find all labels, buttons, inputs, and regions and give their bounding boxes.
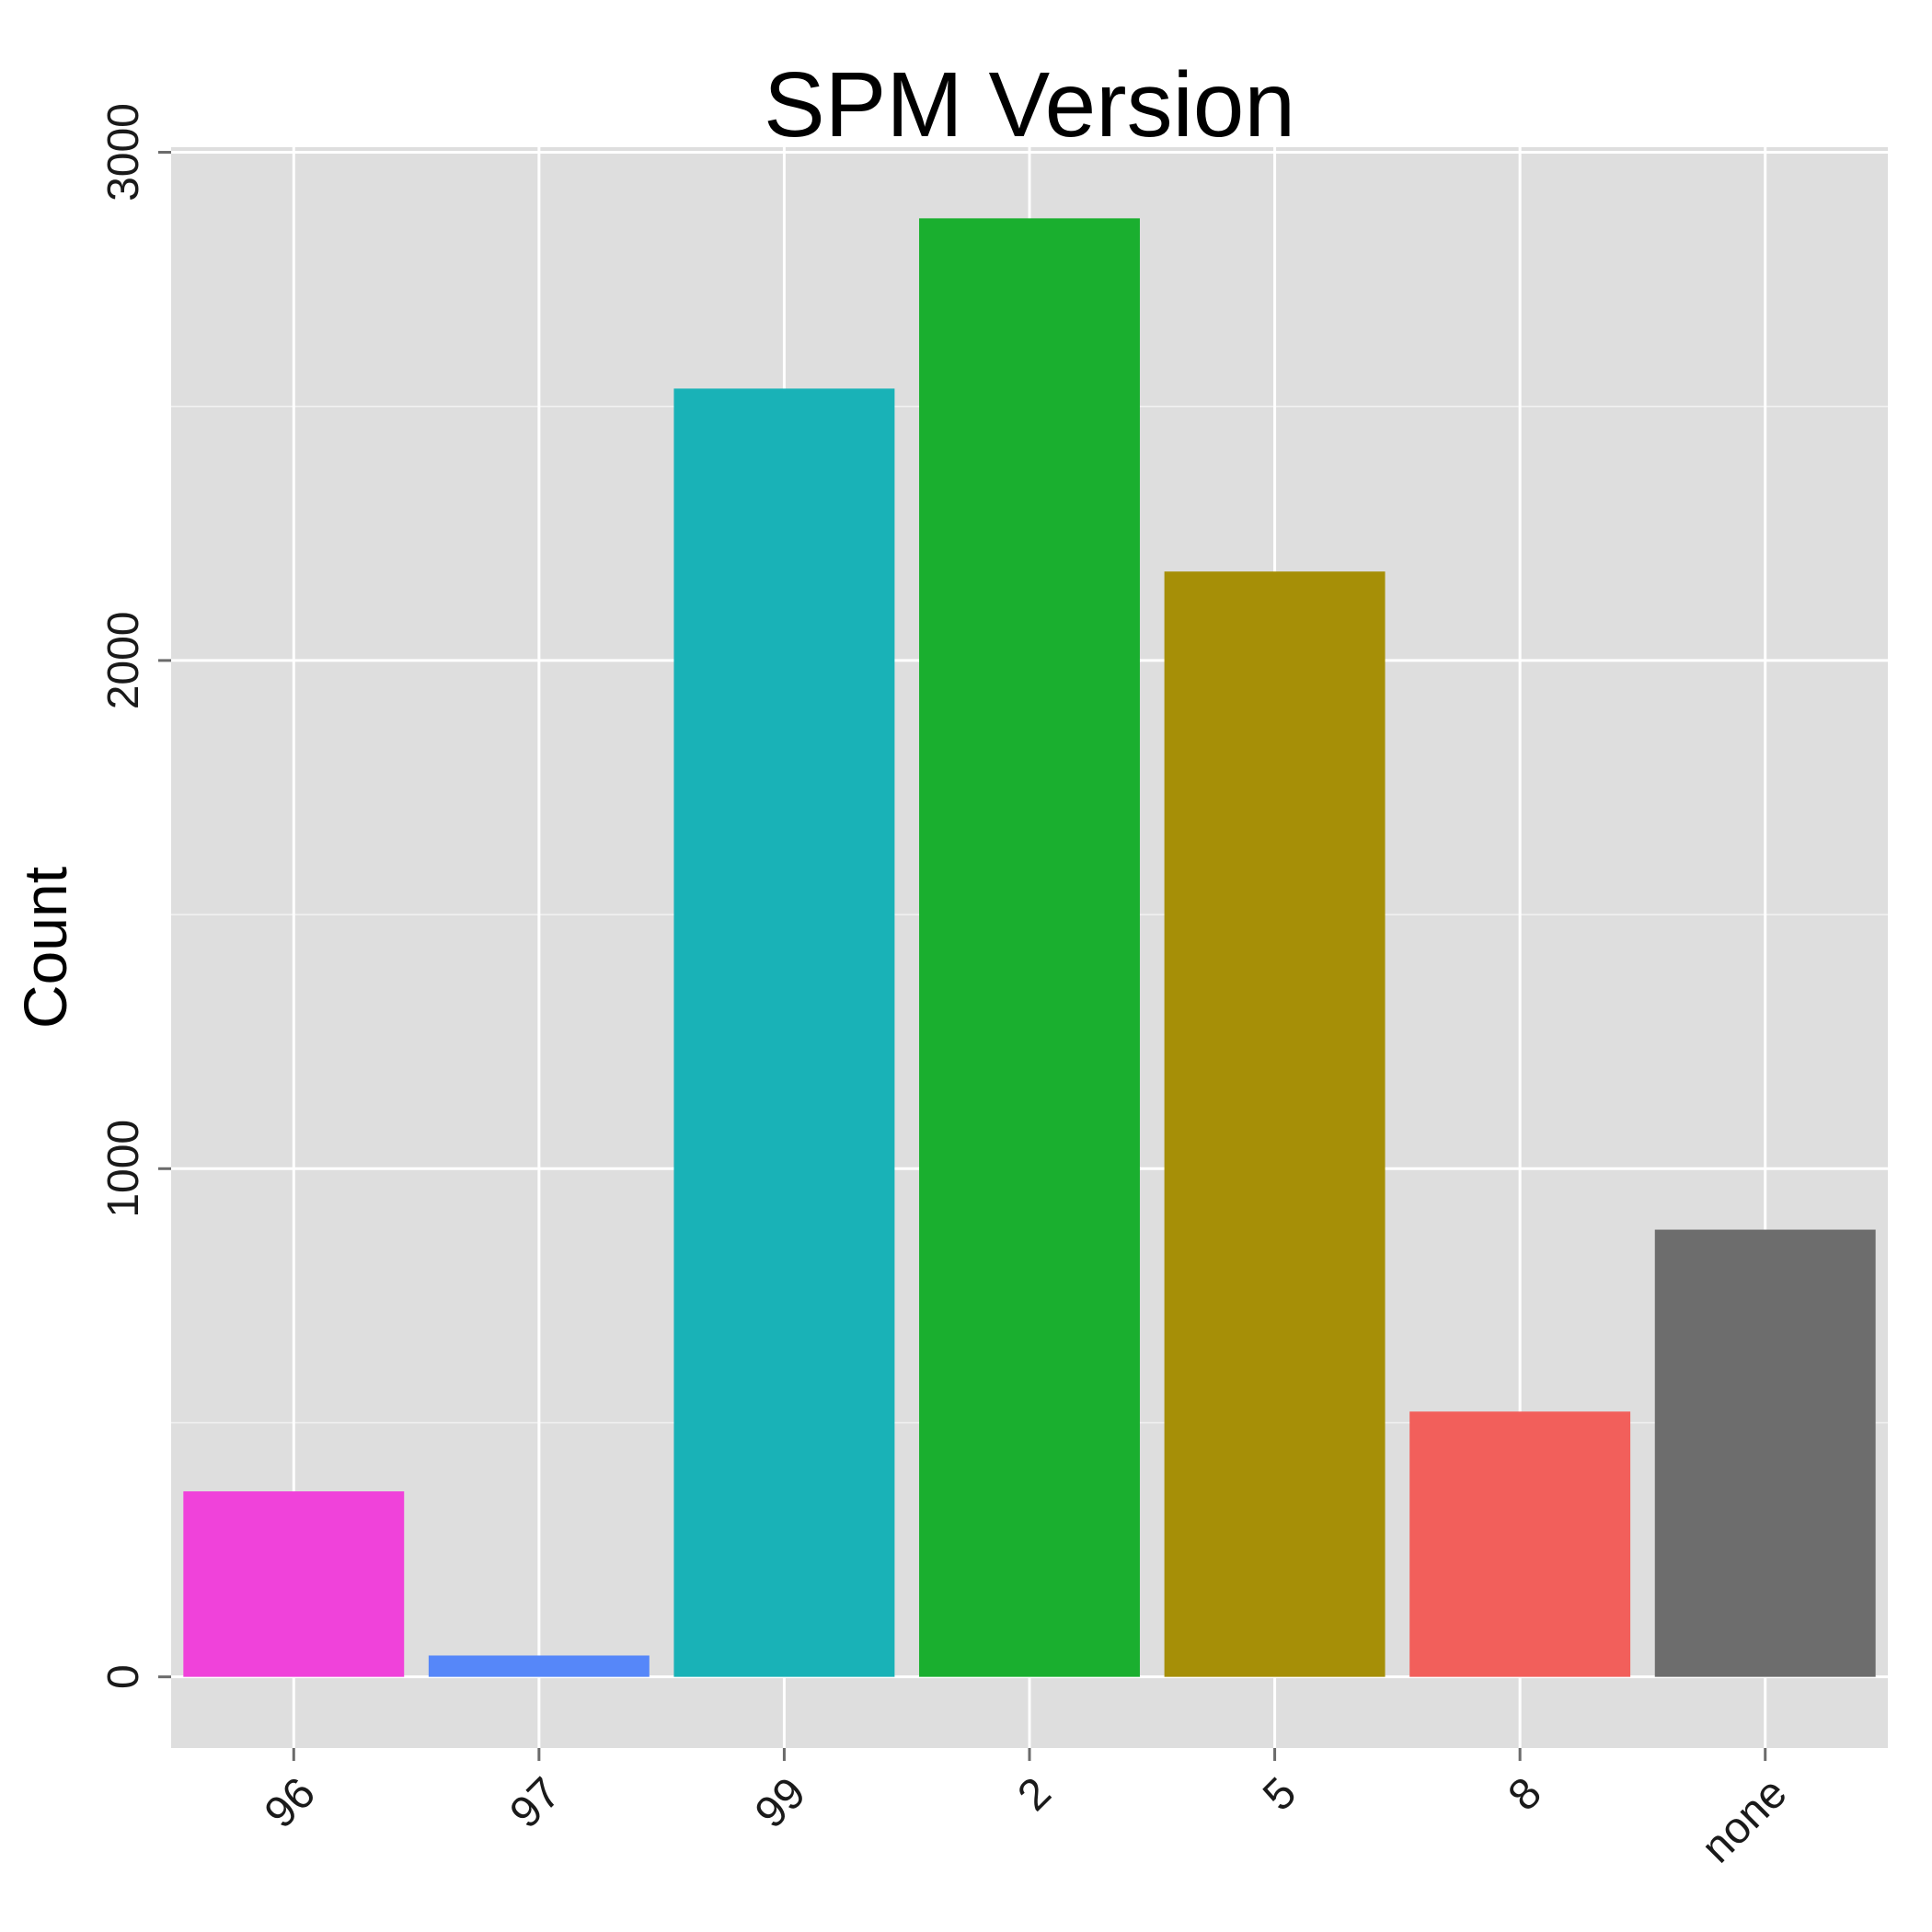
bar-97 [428, 1655, 650, 1677]
bar-99 [673, 388, 895, 1677]
x-tick-label: 96 [256, 1768, 325, 1837]
chart-title: SPM Version [764, 53, 1295, 156]
x-tick-label: none [1693, 1768, 1797, 1872]
bar-2 [919, 218, 1140, 1677]
y-tick-label: 1000 [99, 1120, 148, 1218]
y-tick-label: 3000 [99, 103, 148, 201]
bar-5 [1164, 571, 1386, 1677]
bar-96 [183, 1491, 405, 1677]
y-axis: 0 1000 2000 3000 [99, 103, 171, 1689]
bars [183, 218, 1876, 1677]
x-tick-label: 2 [1008, 1768, 1060, 1820]
x-tick-label: 5 [1254, 1768, 1305, 1820]
bar-none [1654, 1229, 1876, 1677]
x-axis: 96 97 99 2 5 8 none [256, 1748, 1797, 1872]
y-axis-label: Count [11, 867, 79, 1029]
bar-8 [1409, 1411, 1631, 1677]
x-tick-label: 99 [746, 1768, 815, 1837]
x-tick-label: 8 [1500, 1768, 1551, 1820]
y-tick-label: 0 [99, 1664, 148, 1689]
x-tick-label: 97 [500, 1768, 569, 1837]
y-tick-label: 2000 [99, 612, 148, 710]
